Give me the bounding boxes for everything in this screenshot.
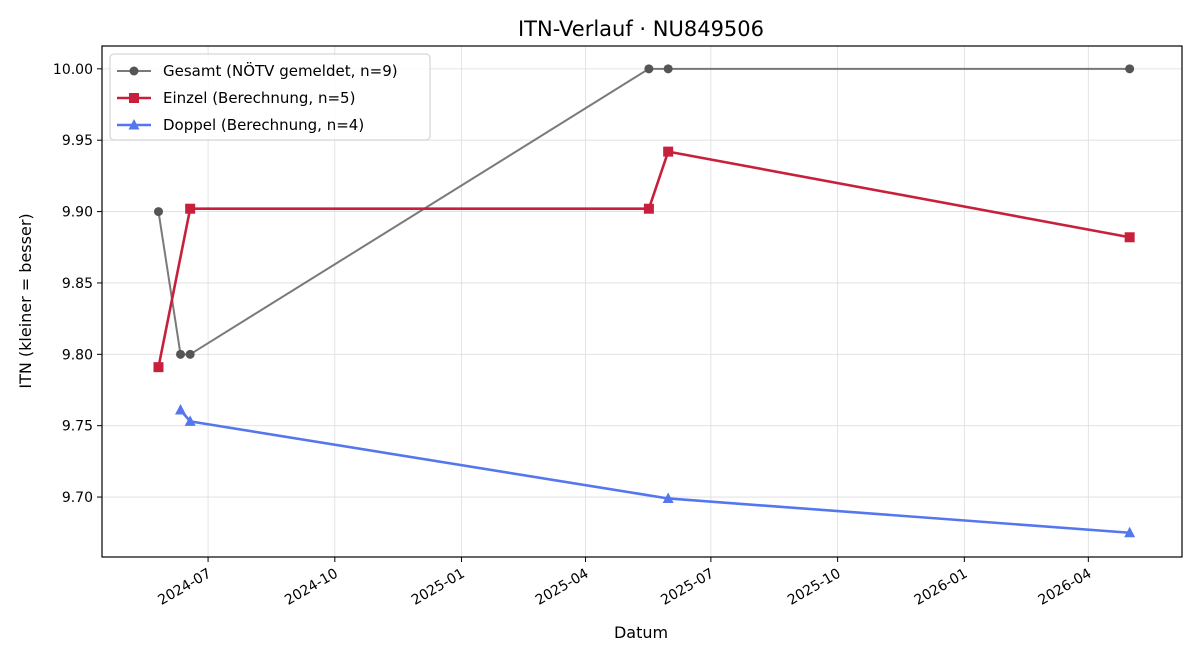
data-point bbox=[1124, 232, 1135, 243]
data-point bbox=[176, 349, 186, 359]
data-point bbox=[185, 203, 196, 214]
x-axis-title: Datum bbox=[614, 623, 668, 642]
data-point bbox=[643, 203, 654, 214]
data-point bbox=[663, 146, 674, 157]
chart-title: ITN-Verlauf · NU849506 bbox=[518, 17, 764, 41]
series-square bbox=[153, 146, 1135, 373]
series-line bbox=[157, 67, 1130, 356]
series-line bbox=[157, 150, 1130, 368]
x-tick-label: 2024-10 bbox=[282, 566, 341, 609]
y-tick-label: 9.75 bbox=[62, 419, 93, 435]
legend: Gesamt (NÖTV gemeldet, n=9) Einzel (Berec… bbox=[109, 53, 431, 141]
y-tick-label: 9.90 bbox=[62, 205, 93, 221]
axis-ticks: 2024-07 2024-10 2025-01 2025-04 2025-07 2025-… bbox=[53, 62, 1094, 609]
x-tick-label: 2026-04 bbox=[1036, 566, 1095, 609]
data-point bbox=[663, 64, 673, 74]
data-point bbox=[185, 349, 195, 359]
data-point bbox=[644, 64, 654, 74]
x-tick-label: 2025-01 bbox=[409, 566, 468, 609]
legend-marker bbox=[129, 66, 139, 76]
data-point bbox=[1124, 526, 1136, 538]
data-point bbox=[153, 207, 163, 217]
y-tick-label: 10.00 bbox=[53, 62, 93, 78]
series-triangle bbox=[175, 403, 1136, 538]
legend-marker bbox=[128, 119, 140, 130]
series-layer bbox=[153, 64, 1136, 538]
legend-marker bbox=[129, 93, 139, 103]
x-tick-label: 2024-07 bbox=[155, 566, 214, 609]
y-tick-label: 9.85 bbox=[62, 276, 93, 292]
data-point bbox=[153, 362, 164, 373]
legend-label: Gesamt (NÖTV gemeldet, n=9) bbox=[163, 61, 398, 80]
data-point bbox=[184, 415, 196, 426]
legend-label: Einzel (Berechnung, n=5) bbox=[163, 89, 355, 107]
y-tick-label: 9.80 bbox=[62, 347, 93, 363]
legend-box bbox=[109, 53, 431, 141]
x-tick-label: 2025-10 bbox=[785, 566, 844, 609]
y-tick-label: 9.95 bbox=[62, 133, 93, 149]
x-tick-label: 2026-01 bbox=[912, 566, 971, 609]
data-point bbox=[175, 403, 187, 415]
data-point bbox=[1125, 64, 1135, 74]
series-line bbox=[179, 409, 1130, 535]
grid bbox=[102, 46, 1182, 557]
series-circle bbox=[153, 64, 1135, 359]
x-tick-label: 2025-07 bbox=[658, 566, 717, 609]
plot-frame bbox=[101, 45, 1183, 558]
y-axis-title: ITN (kleiner = besser) bbox=[16, 213, 35, 388]
legend-label: Doppel (Berechnung, n=4) bbox=[163, 116, 364, 134]
y-tick-label: 9.70 bbox=[62, 490, 93, 506]
data-point bbox=[662, 492, 674, 503]
x-tick-label: 2025-04 bbox=[533, 566, 592, 609]
